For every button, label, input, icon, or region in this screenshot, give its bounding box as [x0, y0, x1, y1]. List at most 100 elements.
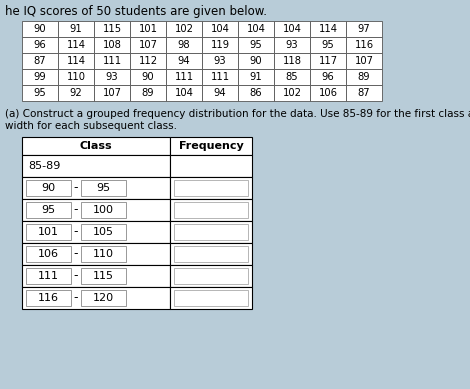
Text: (a) Construct a grouped frequency distribution for the data. Use 85-89 for the f: (a) Construct a grouped frequency distri…	[5, 109, 470, 119]
Bar	[174, 180, 248, 196]
Text: -: -	[74, 247, 78, 261]
Text: 95: 95	[250, 40, 262, 50]
Text: 108: 108	[102, 40, 121, 50]
Bar	[174, 202, 248, 218]
Bar	[22, 199, 170, 221]
Text: 94: 94	[214, 88, 227, 98]
Bar	[22, 53, 58, 69]
Text: 94: 94	[178, 56, 190, 66]
Bar	[274, 85, 310, 101]
Text: 104: 104	[247, 24, 266, 34]
Text: 115: 115	[102, 24, 122, 34]
Text: 97: 97	[358, 24, 370, 34]
Bar	[81, 180, 126, 196]
Bar	[274, 37, 310, 53]
Text: 107: 107	[102, 88, 122, 98]
Text: 95: 95	[41, 205, 55, 215]
Bar	[202, 53, 238, 69]
Bar	[26, 268, 71, 284]
Bar	[81, 224, 126, 240]
Bar	[174, 268, 248, 284]
Text: 102: 102	[282, 88, 301, 98]
Text: 96: 96	[34, 40, 47, 50]
Bar	[202, 21, 238, 37]
Bar	[310, 53, 346, 69]
Bar	[130, 85, 166, 101]
Bar	[174, 224, 248, 240]
Bar	[170, 177, 252, 199]
Bar	[166, 53, 202, 69]
Text: 87: 87	[34, 56, 47, 66]
Text: 90: 90	[250, 56, 262, 66]
Text: -: -	[74, 291, 78, 305]
Bar	[310, 85, 346, 101]
Bar	[22, 69, 58, 85]
Bar	[170, 287, 252, 309]
Bar	[58, 53, 94, 69]
Bar	[58, 21, 94, 37]
Text: 95: 95	[321, 40, 334, 50]
Text: 114: 114	[66, 56, 86, 66]
Text: 111: 111	[102, 56, 122, 66]
Bar	[346, 53, 382, 69]
Bar	[26, 246, 71, 262]
Text: 85-89: 85-89	[28, 161, 60, 171]
Bar	[170, 221, 252, 243]
Bar	[26, 290, 71, 306]
Text: -: -	[74, 182, 78, 194]
Text: 85: 85	[286, 72, 298, 82]
Bar	[94, 85, 130, 101]
Bar	[58, 85, 94, 101]
Bar	[346, 37, 382, 53]
Bar	[26, 180, 71, 196]
Text: 111: 111	[211, 72, 229, 82]
Bar	[202, 85, 238, 101]
Text: 107: 107	[139, 40, 157, 50]
Bar	[22, 287, 170, 309]
Bar	[238, 21, 274, 37]
Text: 119: 119	[211, 40, 229, 50]
Text: 99: 99	[34, 72, 47, 82]
Bar	[130, 37, 166, 53]
Bar	[22, 243, 170, 265]
Text: 110: 110	[66, 72, 86, 82]
Text: 92: 92	[70, 88, 82, 98]
Text: 90: 90	[141, 72, 154, 82]
Bar	[22, 85, 58, 101]
Text: 111: 111	[38, 271, 59, 281]
Bar	[170, 155, 252, 177]
Text: 91: 91	[250, 72, 262, 82]
Text: 96: 96	[321, 72, 334, 82]
Text: 86: 86	[250, 88, 262, 98]
Text: 102: 102	[174, 24, 194, 34]
Bar	[94, 53, 130, 69]
Bar	[170, 137, 252, 155]
Text: 95: 95	[34, 88, 47, 98]
Bar	[81, 268, 126, 284]
Bar	[26, 224, 71, 240]
Bar	[310, 37, 346, 53]
Bar	[130, 53, 166, 69]
Bar	[22, 155, 170, 177]
Text: -: -	[74, 270, 78, 282]
Bar	[274, 53, 310, 69]
Text: 106: 106	[319, 88, 337, 98]
Bar	[81, 246, 126, 262]
Bar	[58, 37, 94, 53]
Text: he IQ scores of 50 students are given below.: he IQ scores of 50 students are given be…	[5, 5, 267, 18]
Text: 118: 118	[282, 56, 301, 66]
Bar	[130, 21, 166, 37]
Text: 93: 93	[214, 56, 227, 66]
Text: -: -	[74, 203, 78, 217]
Bar	[238, 37, 274, 53]
Text: 120: 120	[93, 293, 114, 303]
Bar	[22, 137, 170, 155]
Text: 98: 98	[178, 40, 190, 50]
Bar	[94, 37, 130, 53]
Text: 89: 89	[141, 88, 154, 98]
Text: 90: 90	[34, 24, 47, 34]
Text: 117: 117	[319, 56, 337, 66]
Bar	[238, 85, 274, 101]
Text: 101: 101	[38, 227, 59, 237]
Text: 116: 116	[354, 40, 374, 50]
